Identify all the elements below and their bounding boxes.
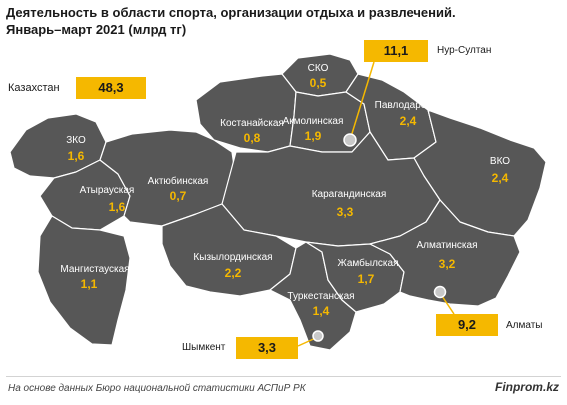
almaty-value-box: 9,2: [436, 314, 498, 336]
region-label-mangistau: Мангистауская: [60, 264, 130, 275]
footer-divider: [6, 376, 561, 377]
almaty-label: Алматы: [506, 320, 543, 331]
region-value-vko: 2,4: [491, 171, 509, 185]
region-label-akmola: Акмолинская: [282, 116, 344, 127]
region-value-atyrau: 1,6: [108, 200, 126, 214]
region-value-karaganda: 3,3: [336, 205, 354, 219]
map-title-line1: Деятельность в области спорта, организац…: [6, 5, 456, 20]
region-label-vko: ВКО: [489, 156, 511, 167]
region-label-karaganda: Карагандинская: [311, 189, 387, 200]
region-value-zko: 1,6: [67, 149, 85, 163]
region-label-sko: СКО: [307, 63, 329, 74]
shymkent-marker: [312, 330, 324, 342]
region-zhambyl: [305, 241, 405, 313]
region-label-atyrau: Атырауская: [79, 185, 135, 196]
region-value-turkestan: 1,4: [312, 304, 330, 318]
region-value-kyzylorda: 2,2: [224, 266, 242, 280]
region-value-pavlodar: 2,4: [399, 114, 417, 128]
map-title-line2: Январь–март 2021 (млрд тг): [6, 22, 187, 37]
nur-sultan-value-box: 11,1: [364, 40, 428, 62]
region-label-kostanay: Костанайская: [220, 118, 284, 129]
brand-logo: Finprom.kz: [494, 380, 559, 394]
shymkent-value-box: 3,3: [236, 337, 298, 359]
source-note: На основе данных Бюро национальной стати…: [8, 383, 306, 394]
region-value-sko: 0,5: [309, 76, 327, 90]
country-value-box: 48,3: [76, 77, 146, 99]
almaty-marker: [433, 285, 447, 299]
region-label-zhambyl: Жамбылская: [337, 258, 399, 269]
region-almaty-obl: [369, 199, 521, 307]
region-label-zko: ЗКО: [66, 135, 86, 146]
region-value-kostanay: 0,8: [243, 131, 261, 145]
region-label-kyzylorda: Кызылординская: [193, 252, 273, 263]
nur-sultan-marker: [343, 133, 357, 147]
region-value-akmola: 1,9: [304, 129, 322, 143]
map-title: Деятельность в области спорта, организац…: [6, 4, 456, 38]
region-label-aktobe: Актюбинская: [147, 176, 209, 187]
region-label-turkestan: Туркестанская: [287, 291, 355, 302]
nur-sultan-label: Нур-Султан: [437, 45, 492, 56]
region-label-pavlodar: Павлодарская: [374, 100, 442, 111]
region-value-almaty-obl: 3,2: [438, 257, 456, 271]
region-label-almaty-obl: Алматинская: [416, 240, 478, 251]
region-value-zhambyl: 1,7: [357, 272, 375, 286]
country-label: Казахстан: [8, 82, 60, 94]
region-value-mangistau: 1,1: [80, 277, 98, 291]
shymkent-label: Шымкент: [182, 342, 226, 353]
region-value-aktobe: 0,7: [169, 189, 187, 203]
region-mangistau: [37, 215, 131, 346]
